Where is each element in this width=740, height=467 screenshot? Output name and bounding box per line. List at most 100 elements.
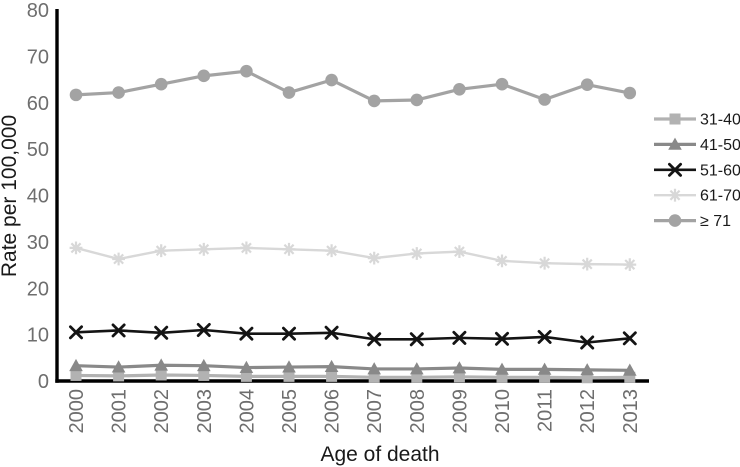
- x-marker: [580, 335, 595, 350]
- x-marker: [69, 325, 83, 340]
- circle-marker: [282, 86, 296, 99]
- asterisk-marker: [538, 256, 551, 270]
- y-tick-label: 60: [27, 93, 49, 115]
- x-marker: [622, 331, 637, 346]
- y-tick-label: 40: [27, 186, 49, 208]
- triangle-marker: [495, 362, 509, 375]
- square-marker: [624, 371, 636, 383]
- triangle-marker: [452, 361, 467, 374]
- asterisk-marker: [240, 241, 253, 255]
- legend-label: 41-50: [700, 137, 740, 154]
- circle-marker: [410, 93, 424, 107]
- x-marker: [452, 330, 467, 345]
- circle-marker: [240, 64, 253, 78]
- triangle-marker: [197, 358, 211, 372]
- legend-label: 31-40: [700, 112, 740, 129]
- asterisk-marker: [367, 251, 381, 265]
- y-tick-label: 50: [27, 139, 49, 161]
- asterisk-marker: [495, 254, 509, 268]
- asterisk-marker: [197, 242, 211, 256]
- square-marker: [240, 370, 252, 382]
- x-tick-label: 2008: [407, 389, 429, 434]
- circle-marker: [112, 86, 125, 99]
- asterisk-marker: [668, 188, 682, 202]
- circle-marker: [325, 73, 338, 87]
- square-marker: [70, 369, 82, 381]
- x-tick-label: 2002: [151, 389, 173, 434]
- x-tick-label: 2006: [322, 389, 344, 434]
- legend-entry-asterisk: 61-70: [654, 188, 740, 205]
- x-marker: [239, 326, 254, 341]
- triangle-marker: [324, 359, 339, 373]
- legend: 31-40 41-50 51-60 61-70 ≥ 71: [654, 112, 740, 230]
- circle-marker: [69, 88, 83, 102]
- axes: 0 10 20 30 40 50 60 70 80 2000 2001 2002 2003 2004 200…: [27, 0, 649, 434]
- circle-marker: [538, 93, 551, 106]
- x-tick-label: 2010: [492, 389, 514, 434]
- triangle-marker: [282, 360, 296, 373]
- x-marker: [409, 332, 424, 347]
- square-marker: [326, 370, 338, 382]
- series-line: [74, 373, 632, 380]
- square-marker: [581, 372, 593, 384]
- circle-marker: [367, 94, 381, 108]
- x-marker: [495, 331, 509, 346]
- x-tick-label: 2003: [194, 389, 216, 434]
- legend-entry-triangle: 41-50: [654, 137, 740, 154]
- series-line: [74, 363, 632, 372]
- triangle-marker: [668, 137, 682, 150]
- asterisk-marker: [580, 257, 594, 271]
- asterisk-marker: [69, 241, 83, 255]
- series-line: [74, 246, 631, 266]
- x-marker: [668, 162, 682, 177]
- legend-entry-circle: ≥ 71: [654, 213, 731, 230]
- asterisk-marker: [112, 252, 125, 266]
- square-marker: [496, 371, 508, 383]
- square-marker: [453, 371, 465, 383]
- x-marker: [196, 322, 211, 337]
- circle-marker: [154, 77, 168, 91]
- triangle-marker: [410, 362, 424, 375]
- x-axis-title: Age of death: [320, 443, 439, 466]
- series-asterisk: [69, 241, 637, 271]
- legend-label: ≥ 71: [700, 213, 731, 230]
- triangle-marker: [111, 360, 126, 373]
- asterisk-marker: [282, 242, 296, 256]
- x-tick-label: 2004: [236, 389, 258, 434]
- x-tick-label: 2012: [577, 389, 599, 434]
- x-tick-label: 2009: [449, 389, 471, 434]
- x-marker: [324, 325, 339, 340]
- series-circle: [69, 64, 637, 108]
- square-marker: [539, 371, 551, 383]
- square-marker: [411, 371, 423, 383]
- triangle-marker: [239, 360, 254, 373]
- x-marker: [111, 323, 126, 338]
- triangle-marker: [154, 358, 168, 371]
- y-tick-label: 20: [27, 278, 49, 300]
- circle-marker: [453, 83, 466, 96]
- square-marker: [368, 371, 380, 383]
- triangle-marker: [580, 363, 594, 376]
- x-marker: [367, 332, 382, 347]
- x-tick-label: 2001: [109, 389, 131, 434]
- legend-entry-x: 51-60: [654, 162, 740, 179]
- legend-label: 61-70: [700, 188, 740, 205]
- x-tick-label: 2013: [620, 389, 642, 434]
- x-marker: [537, 329, 552, 344]
- x-tick-label: 2011: [535, 389, 557, 432]
- y-axis-title: Rate per 100,000: [0, 115, 21, 277]
- y-tick-label: 30: [27, 232, 49, 254]
- x-marker: [282, 326, 296, 341]
- y-tick-label: 80: [27, 0, 49, 22]
- square-marker: [283, 370, 295, 382]
- asterisk-marker: [325, 244, 338, 258]
- legend-entry-square: 31-40: [654, 112, 740, 129]
- square-marker: [113, 370, 125, 382]
- circle-marker: [580, 78, 594, 91]
- series-line: [74, 328, 632, 344]
- triangle-marker: [623, 363, 637, 376]
- y-tick-label: 0: [38, 371, 49, 393]
- circle-marker: [668, 214, 682, 227]
